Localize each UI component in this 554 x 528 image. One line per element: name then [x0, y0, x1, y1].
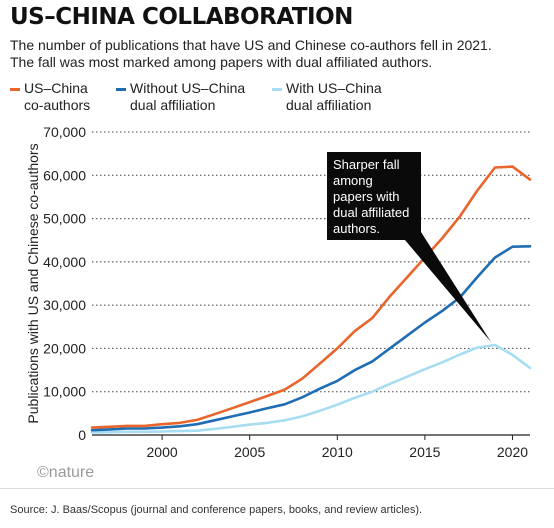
subtitle-line: The number of publications that have US …	[10, 37, 492, 53]
callout-line: dual affiliated	[333, 205, 410, 220]
legend-label-line: co-authors	[24, 97, 91, 113]
callout-pointer	[405, 232, 491, 342]
x-tick-label: 2005	[234, 444, 265, 460]
callout-line: papers with	[333, 189, 400, 204]
legend-swatch	[272, 88, 282, 91]
x-tick-label: 2010	[322, 444, 353, 460]
y-tick-label: 40,000	[43, 254, 86, 270]
y-tick-label: 50,000	[43, 211, 86, 227]
legend-label: With US–China dual affiliation	[286, 80, 382, 114]
legend-label-line: US–China	[24, 80, 88, 96]
y-tick-label: 10,000	[43, 384, 86, 400]
y-tick-label: 70,000	[43, 124, 86, 140]
y-tick-label: 60,000	[43, 167, 86, 183]
x-tick-label: 2000	[147, 444, 178, 460]
y-tick-label: 20,000	[43, 340, 86, 356]
series-line-without-dual-affiliation	[90, 245, 532, 432]
series-line-with-dual-affiliation	[90, 343, 532, 434]
y-tick-label: 30,000	[43, 297, 86, 313]
chart-title: US–CHINA COLLABORATION	[10, 4, 353, 30]
x-tick-label: 2015	[409, 444, 440, 460]
chart-legend: US–China co-authors Without US–China dua…	[10, 80, 550, 120]
legend-swatch	[116, 88, 126, 91]
callout-line: Sharper fall	[333, 157, 400, 172]
callout-line: authors.	[333, 221, 380, 236]
series-line-us-china-co-authors	[90, 165, 532, 429]
divider	[0, 488, 554, 489]
x-tick-label: 2020	[497, 444, 528, 460]
legend-label-line: dual affiliation	[286, 97, 372, 113]
nature-logo: ©nature	[37, 464, 95, 481]
annotation-callout: Sharper fall among papers with dual affi…	[327, 152, 421, 240]
source-note: Source: J. Baas/Scopus (journal and conf…	[10, 504, 423, 516]
y-axis-label: Publications with US and Chinese co-auth…	[25, 143, 41, 423]
legend-label-line: With US–China	[286, 80, 382, 96]
legend-label-line: Without US–China	[130, 80, 246, 96]
legend-swatch	[10, 88, 20, 91]
legend-label: Without US–China dual affiliation	[130, 80, 245, 114]
chart-subtitle: The number of publications that have US …	[10, 37, 550, 71]
legend-label-line: dual affiliation	[130, 97, 216, 113]
legend-label: US–China co-authors	[24, 80, 90, 114]
y-tick-label: 0	[78, 427, 86, 443]
subtitle-line: The fall was most marked among papers wi…	[10, 54, 433, 70]
callout-line: among	[333, 173, 373, 188]
